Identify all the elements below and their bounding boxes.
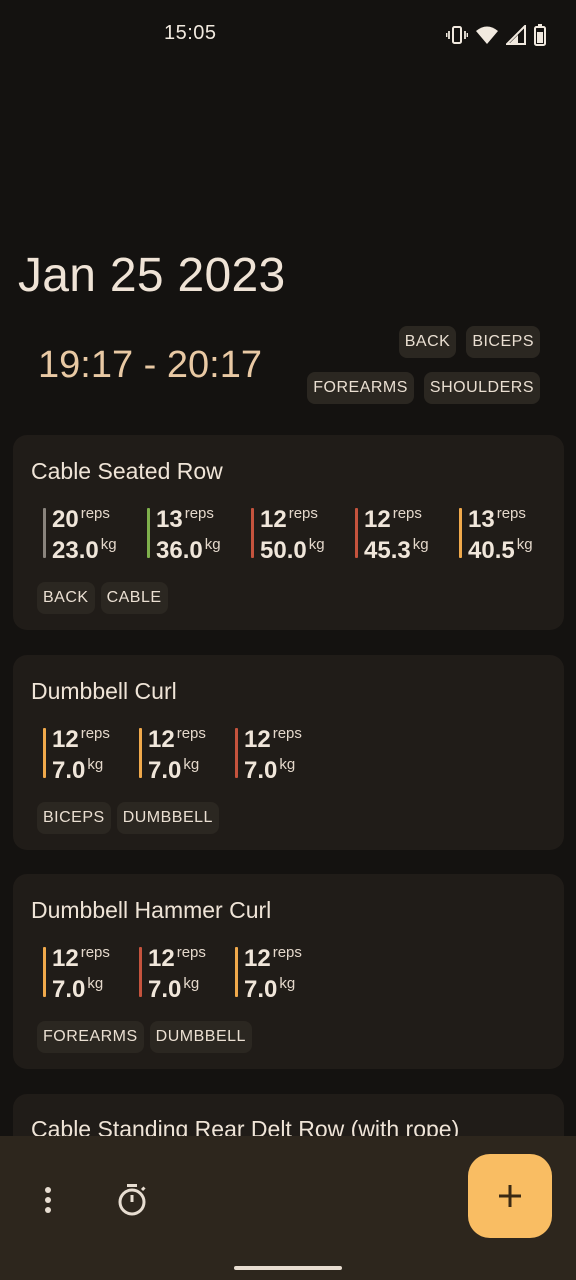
session-tag: SHOULDERS <box>424 372 540 404</box>
exercise-tag: FOREARMS <box>37 1021 144 1053</box>
session-end-time: 20:17 <box>167 344 262 387</box>
timer-button[interactable] <box>112 1180 152 1220</box>
set-weight: 7.0 kg <box>148 756 199 785</box>
exercise-tag: CABLE <box>101 582 168 614</box>
set-list: 12 reps 7.0 kg 12 reps 7.0 kg 12 reps 7.0 kg <box>43 944 331 1000</box>
set-reps: 12 reps <box>52 944 110 973</box>
session-tag: BACK <box>399 326 457 358</box>
set-intensity-bar <box>355 508 358 558</box>
session-tag: FOREARMS <box>307 372 414 404</box>
set-weight: 50.0 kg <box>260 536 325 565</box>
set-weight: 45.3 kg <box>364 536 429 565</box>
set-intensity-bar <box>235 728 238 778</box>
set-reps: 12 reps <box>364 505 422 534</box>
exercise-tag: DUMBBELL <box>117 802 219 834</box>
set-item[interactable]: 13 reps 40.5 kg <box>459 505 563 561</box>
signal-icon <box>506 25 526 45</box>
session-time-range[interactable]: 19:17 - 20:17 <box>38 344 262 387</box>
status-icons <box>446 24 546 46</box>
more-options-button[interactable] <box>30 1182 66 1218</box>
set-item[interactable]: 13 reps 36.0 kg <box>147 505 251 561</box>
session-date: Jan 25 2023 <box>18 248 286 303</box>
exercise-tags: FOREARMS DUMBBELL <box>37 1021 252 1053</box>
set-item[interactable]: 20 reps 23.0 kg <box>43 505 147 561</box>
exercise-name: Dumbbell Curl <box>31 678 177 705</box>
set-reps: 12 reps <box>148 725 206 754</box>
set-list: 12 reps 7.0 kg 12 reps 7.0 kg 12 reps 7.0 kg <box>43 725 331 781</box>
set-reps: 13 reps <box>468 505 526 534</box>
status-bar: 15:05 <box>0 0 576 70</box>
set-weight: 7.0 kg <box>244 975 295 1004</box>
exercise-tags: BICEPS DUMBBELL <box>37 802 219 834</box>
set-reps: 12 reps <box>244 725 302 754</box>
set-item[interactable]: 12 reps 7.0 kg <box>235 944 331 1000</box>
set-weight: 23.0 kg <box>52 536 117 565</box>
time-separator: - <box>144 344 157 387</box>
set-list: 20 reps 23.0 kg 13 reps 36.0 kg 12 reps 50.0 k… <box>43 505 563 561</box>
set-intensity-bar <box>147 508 150 558</box>
gesture-navigation-bar[interactable] <box>234 1266 342 1270</box>
more-vert-icon <box>44 1186 52 1214</box>
session-start-time: 19:17 <box>38 344 133 387</box>
session-tags: BACK BICEPS FOREARMS SHOULDERS <box>300 326 540 404</box>
set-weight: 7.0 kg <box>52 756 103 785</box>
set-item[interactable]: 12 reps 7.0 kg <box>139 944 235 1000</box>
set-reps: 13 reps <box>156 505 214 534</box>
set-item[interactable]: 12 reps 7.0 kg <box>235 725 331 781</box>
wifi-icon <box>476 25 498 45</box>
exercise-name: Cable Seated Row <box>31 458 223 485</box>
session-tag: BICEPS <box>466 326 540 358</box>
set-reps: 12 reps <box>244 944 302 973</box>
plus-icon <box>497 1183 523 1209</box>
set-item[interactable]: 12 reps 7.0 kg <box>139 725 235 781</box>
set-item[interactable]: 12 reps 45.3 kg <box>355 505 459 561</box>
exercise-tag: BACK <box>37 582 95 614</box>
status-time: 15:05 <box>164 22 217 45</box>
set-intensity-bar <box>459 508 462 558</box>
exercise-card-dumbbell-hammer-curl[interactable]: Dumbbell Hammer Curl 12 reps 7.0 kg 12 reps… <box>13 874 564 1069</box>
exercise-name: Dumbbell Hammer Curl <box>31 897 271 924</box>
set-reps: 20 reps <box>52 505 110 534</box>
exercise-card-cable-seated-row[interactable]: Cable Seated Row 20 reps 23.0 kg 13 reps 36… <box>13 435 564 630</box>
set-intensity-bar <box>43 947 46 997</box>
exercise-card-dumbbell-curl[interactable]: Dumbbell Curl 12 reps 7.0 kg 12 reps 7.0 kg … <box>13 655 564 850</box>
set-weight: 7.0 kg <box>244 756 295 785</box>
vibrate-icon <box>446 25 468 45</box>
set-weight: 40.5 kg <box>468 536 533 565</box>
set-reps: 12 reps <box>260 505 318 534</box>
set-intensity-bar <box>235 947 238 997</box>
set-intensity-bar <box>43 508 46 558</box>
set-weight: 7.0 kg <box>52 975 103 1004</box>
set-weight: 7.0 kg <box>148 975 199 1004</box>
set-item[interactable]: 12 reps 7.0 kg <box>43 725 139 781</box>
set-reps: 12 reps <box>52 725 110 754</box>
set-intensity-bar <box>251 508 254 558</box>
set-intensity-bar <box>139 947 142 997</box>
exercise-tag: BICEPS <box>37 802 111 834</box>
set-intensity-bar <box>43 728 46 778</box>
timer-icon <box>116 1183 148 1217</box>
bottom-app-bar <box>0 1136 576 1280</box>
set-weight: 36.0 kg <box>156 536 221 565</box>
battery-icon <box>534 24 546 46</box>
set-item[interactable]: 12 reps 50.0 kg <box>251 505 355 561</box>
set-item[interactable]: 12 reps 7.0 kg <box>43 944 139 1000</box>
add-exercise-button[interactable] <box>468 1154 552 1238</box>
set-reps: 12 reps <box>148 944 206 973</box>
exercise-tag: DUMBBELL <box>150 1021 252 1053</box>
set-intensity-bar <box>139 728 142 778</box>
exercise-tags: BACK CABLE <box>37 582 168 614</box>
